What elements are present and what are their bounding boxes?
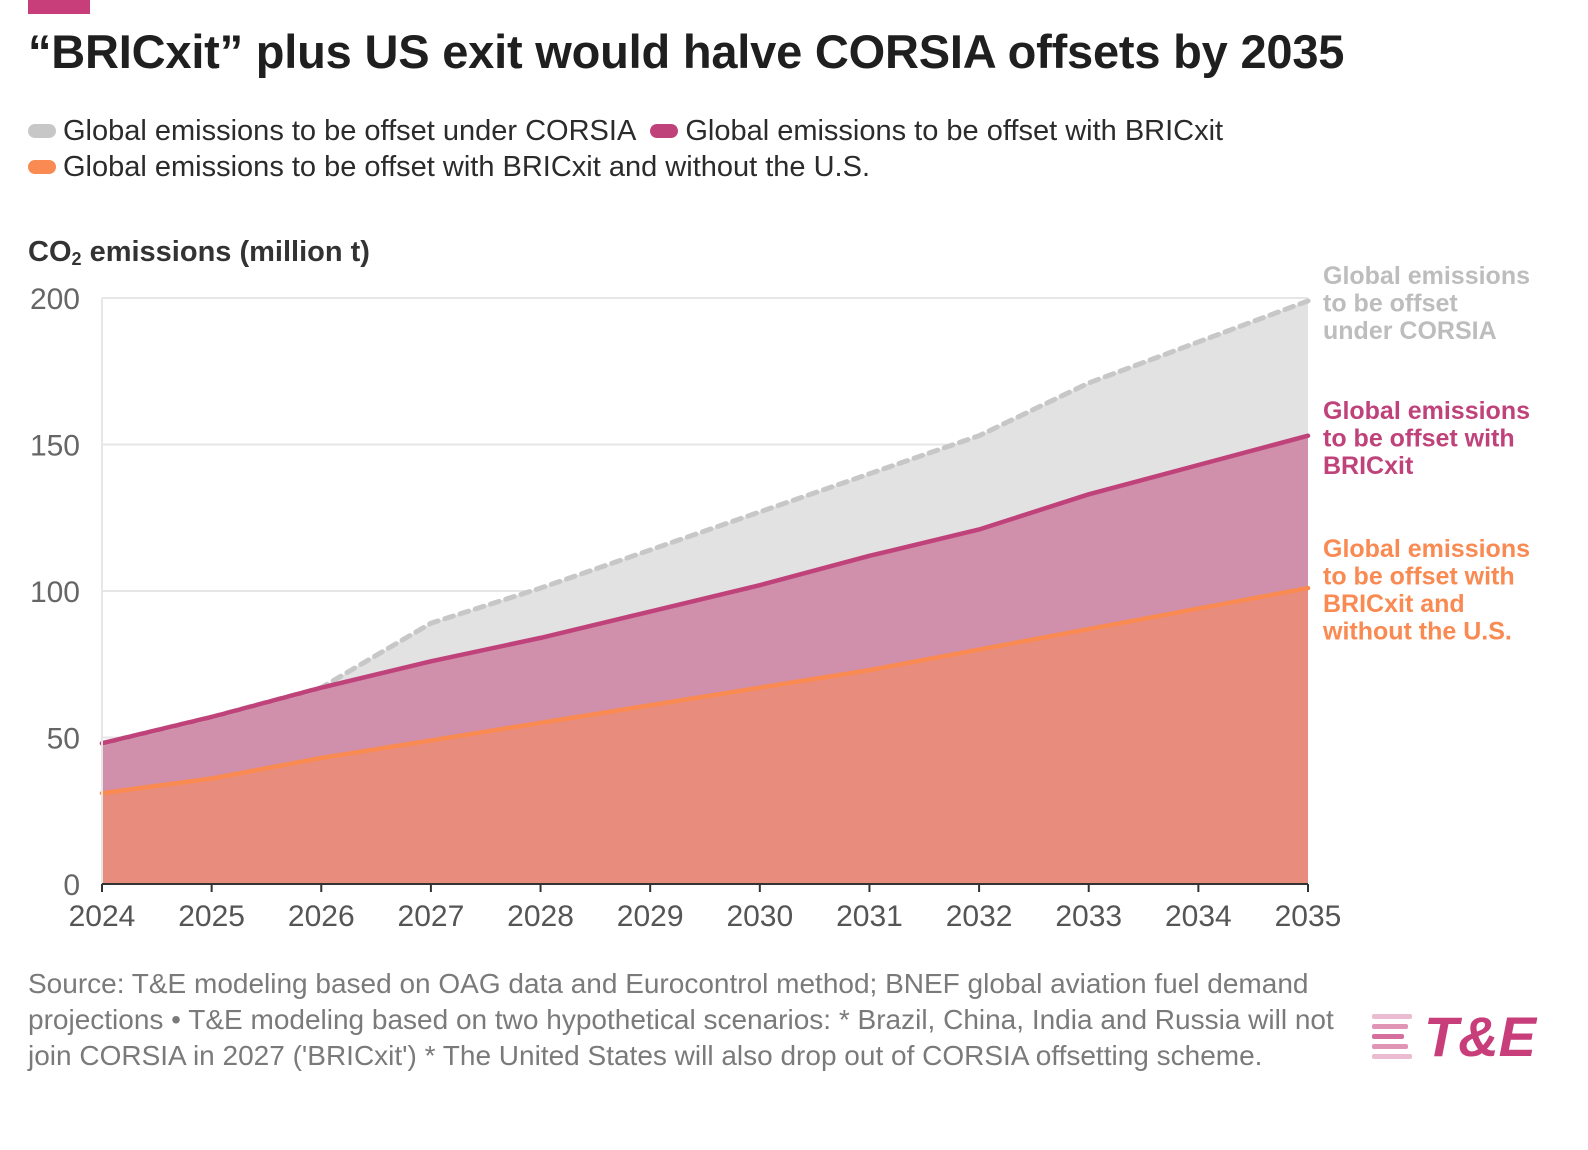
legend-swatch-corsia: [28, 124, 56, 138]
source-note: Source: T&E modeling based on OAG data a…: [28, 968, 1334, 1071]
series-line-1: [99, 433, 1311, 746]
series-end-label: Global emissions: [1323, 262, 1530, 290]
logo-text: T&E: [1424, 1005, 1536, 1068]
legend-item-bricxit: Global emissions to be offset with BRICx…: [650, 115, 1223, 148]
x-tick-label: 2026: [288, 900, 355, 933]
y-tick-label: 150: [30, 430, 80, 463]
y-tick-label: 100: [30, 576, 80, 609]
legend-label-bricxit-no-us: Global emissions to be offset with BRICx…: [63, 150, 871, 183]
y-tick-label: 50: [47, 723, 80, 756]
te-logo: T&E: [1368, 1005, 1568, 1068]
x-tick-label: 2027: [398, 900, 465, 933]
x-tick-label: 2033: [1055, 900, 1122, 933]
series-end-label: BRICxit and: [1323, 590, 1465, 618]
area-chart: 0 50 100 150 200 2024 2025 2026 2027 2028 2029 2030…: [30, 262, 1530, 933]
x-tick-label: 2024: [69, 900, 136, 933]
accent-bar: [28, 0, 90, 14]
legend-label-bricxit: Global emissions to be offset with BRICx…: [685, 114, 1224, 147]
series-end-label: BRICxit: [1323, 452, 1414, 480]
y-axis-label: CO2 emissions (million t): [28, 236, 370, 269]
legend-item-corsia: Global emissions to be offset under CORS…: [28, 115, 636, 148]
series-area-2: [102, 588, 1308, 884]
legend: Global emissions to be offset under CORS…: [28, 113, 1528, 185]
series-end-label: to be offset with: [1323, 425, 1515, 453]
legend-swatch-bricxit: [650, 124, 679, 138]
y-tick-label: 200: [30, 283, 80, 316]
series-end-label: without the U.S.: [1322, 618, 1512, 646]
series-end-label: Global emissions: [1323, 397, 1530, 425]
x-tick-label: 2034: [1165, 900, 1232, 933]
x-tick-label: 2029: [617, 900, 684, 933]
x-tick-label: 2030: [726, 900, 793, 933]
legend-item-bricxit-no-us: Global emissions to be offset with BRICx…: [28, 151, 870, 184]
legend-swatch-bricxit-no-us: [28, 160, 56, 174]
series-end-label: Global emissions: [1323, 535, 1530, 563]
x-tick-label: 2025: [178, 900, 245, 933]
series-end-label: to be offset with: [1323, 563, 1515, 591]
chart-title: “BRICxit” plus US exit would halve CORSI…: [28, 25, 1345, 78]
logo-stripes-icon: [1372, 1014, 1418, 1059]
legend-label-corsia: Global emissions to be offset under CORS…: [63, 114, 637, 147]
series-end-label: to be offset: [1323, 290, 1458, 318]
series-line-2: [99, 585, 1311, 796]
x-tick-label: 2032: [946, 900, 1013, 933]
series-end-label: under CORSIA: [1323, 317, 1497, 345]
x-tick-label: 2031: [836, 900, 903, 933]
x-tick-label: 2028: [507, 900, 574, 933]
y-tick-label: 0: [63, 869, 80, 902]
x-tick-label: 2035: [1275, 900, 1342, 933]
